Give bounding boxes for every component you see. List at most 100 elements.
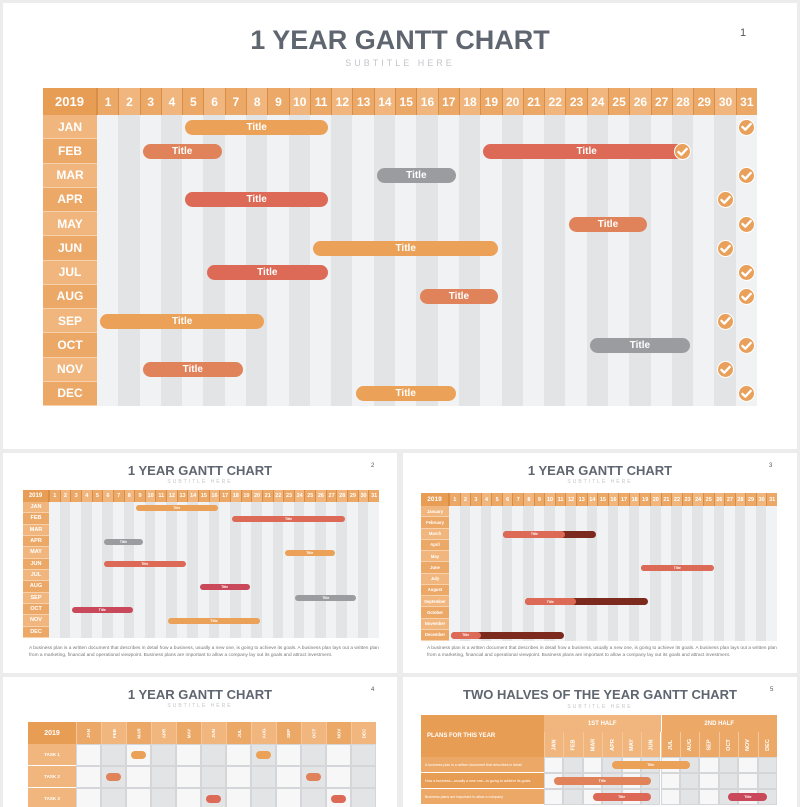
slide-3[interactable]: 1 YEAR GANTT CHART SUBTITLE HERE 3 2019 1…: [403, 453, 797, 673]
day-column: [565, 506, 576, 641]
day-column: [714, 115, 736, 406]
month-header: OCT: [718, 732, 739, 757]
task-bar[interactable]: Title: [611, 761, 690, 769]
task-bar[interactable]: Title: [641, 564, 714, 572]
day-header: 12: [565, 493, 576, 506]
task-progress: Title: [450, 632, 481, 639]
task-bar[interactable]: Title: [167, 617, 261, 625]
task-bar[interactable]: Title: [450, 632, 564, 639]
task-bar[interactable]: Title: [185, 192, 328, 208]
task-pill[interactable]: [106, 773, 121, 781]
check-icon: [716, 312, 734, 330]
task-pill[interactable]: [256, 751, 271, 759]
task-bar[interactable]: Title: [589, 337, 690, 353]
task-bar[interactable]: Title: [135, 504, 218, 511]
task-progress: Title: [524, 598, 576, 605]
month-label: JUN: [23, 558, 49, 570]
day-column: [118, 115, 140, 406]
task-bar[interactable]: Title: [206, 265, 328, 281]
slide-1[interactable]: 1 YEAR GANTT CHART SUBTITLE HERE 1 2019 1…: [3, 3, 797, 449]
day-header: 23: [565, 88, 587, 115]
task-pill[interactable]: [131, 751, 146, 759]
day-header: 6: [203, 88, 225, 115]
task-pill[interactable]: [306, 773, 321, 781]
day-header: 1: [449, 493, 460, 506]
slide-4[interactable]: 1 YEAR GANTT CHART SUBTITLE HERE 4 2019 J…: [3, 677, 397, 807]
month-label: DEC: [23, 626, 49, 638]
grid-cell: [351, 788, 376, 807]
task-bar[interactable]: Title: [295, 595, 357, 602]
task-pill[interactable]: [331, 795, 346, 803]
month-header: DEC: [351, 722, 376, 744]
day-column: [629, 115, 651, 406]
day-header: 13: [352, 88, 374, 115]
task-bar[interactable]: Title: [142, 362, 243, 378]
grid-cell: [351, 766, 376, 788]
year-header: 2019: [43, 88, 97, 115]
month-label: NOV: [23, 615, 49, 627]
grid-cell: [226, 744, 251, 766]
grid-cell: [660, 773, 680, 789]
task-bar[interactable]: Title: [483, 143, 690, 159]
day-column: [650, 506, 661, 641]
task-bar[interactable]: Title: [728, 793, 768, 801]
task-bar[interactable]: Title: [71, 606, 133, 613]
task-bar[interactable]: Title: [503, 530, 596, 538]
day-header: 1: [97, 88, 119, 115]
task-pill[interactable]: [206, 795, 221, 803]
month-header: OCT: [301, 722, 326, 744]
day-header: 6: [102, 490, 113, 502]
task-bar[interactable]: Title: [142, 143, 222, 159]
day-column: [702, 506, 714, 641]
task-bar[interactable]: Title: [568, 216, 648, 232]
task-bar[interactable]: Title: [103, 538, 144, 545]
day-column: [331, 115, 353, 406]
day-header: 6: [501, 493, 513, 506]
month-label: OCT: [23, 604, 49, 616]
check-icon: [737, 264, 755, 282]
slide-5[interactable]: TWO HALVES OF THE YEAR GANTT CHART SUBTI…: [403, 677, 797, 807]
day-column: [97, 115, 119, 406]
day-header: 30: [714, 88, 736, 115]
day-column: [70, 502, 81, 638]
task-bar[interactable]: Title: [100, 313, 265, 329]
task-progress: Title: [503, 530, 566, 538]
month-label: SEP: [43, 309, 97, 334]
task-bar[interactable]: Title: [376, 168, 456, 184]
month-label: June: [421, 562, 449, 574]
day-header: 30: [755, 493, 767, 506]
second-half-header: 2ND HALF: [660, 715, 777, 732]
task-bar[interactable]: Title: [103, 561, 186, 568]
day-column: [523, 506, 534, 641]
grid-cell: [679, 789, 700, 805]
task-bar[interactable]: Title: [185, 119, 328, 135]
task-bar[interactable]: Title: [284, 549, 335, 557]
day-column: [650, 115, 672, 406]
day-header: 26: [713, 493, 725, 506]
day-column: [229, 502, 241, 638]
day-column: [533, 506, 545, 641]
grid-cell: [276, 766, 301, 788]
slide-2[interactable]: 1 YEAR GANTT CHART SUBTITLE HERE 2 2019 1…: [3, 453, 397, 673]
day-header: 15: [395, 88, 417, 115]
month-header-label: JAN: [551, 738, 558, 751]
slide-subtitle: SUBTITLE HERE: [567, 479, 633, 485]
task-bar[interactable]: Title: [524, 598, 649, 605]
month-header-label: SEP: [286, 728, 292, 738]
day-header: 16: [416, 88, 438, 115]
slide-subtitle: SUBTITLE HERE: [567, 704, 633, 710]
task-bar[interactable]: Title: [355, 386, 456, 402]
slide-number: 4: [371, 687, 375, 693]
month-label: MAR: [23, 524, 49, 536]
month-header: APR: [151, 722, 176, 744]
task-bar[interactable]: Title: [592, 793, 651, 801]
task-bar[interactable]: Title: [313, 240, 499, 256]
grid-cell: [699, 789, 719, 805]
grid-cell: [326, 766, 351, 788]
grid-cell: [738, 773, 758, 789]
task-bar[interactable]: Title: [231, 515, 346, 523]
task-bar[interactable]: Title: [199, 583, 250, 591]
task-bar[interactable]: Title: [419, 289, 499, 305]
grid-cell: [699, 773, 719, 789]
task-bar[interactable]: Title: [553, 777, 651, 785]
